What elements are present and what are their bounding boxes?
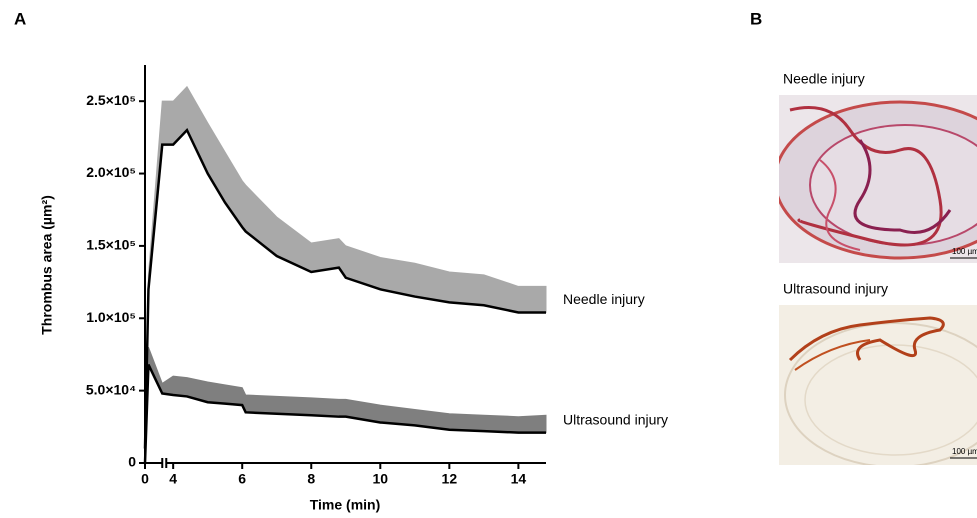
panel-label: B — [750, 9, 762, 28]
scale-bar-label: 100 µm — [952, 447, 977, 456]
image-title: Needle injury — [783, 71, 865, 87]
y-tick-label: 5.0×10⁴ — [86, 381, 136, 397]
x-tick-label: 4 — [169, 471, 177, 487]
x-tick-label: 10 — [373, 471, 389, 487]
x-tick-label: 12 — [442, 471, 458, 487]
y-tick-label: 2.5×10⁵ — [86, 92, 136, 108]
x-tick-label: 6 — [238, 471, 246, 487]
histology-image: 100 µm — [779, 305, 977, 465]
histology-image: 100 µm — [779, 95, 977, 263]
panel-label: A — [14, 9, 26, 28]
series-label: Ultrasound injury — [563, 411, 668, 427]
scale-bar-label: 100 µm — [952, 247, 977, 256]
image-title: Ultrasound injury — [783, 281, 888, 297]
x-tick-label: 0 — [141, 471, 149, 487]
error-band — [144, 347, 547, 464]
x-axis-label: Time (min) — [310, 497, 381, 513]
y-tick-label: 0 — [128, 454, 136, 470]
x-tick-label: 14 — [511, 471, 527, 487]
y-tick-label: 1.5×10⁵ — [86, 237, 136, 253]
series-label: Needle injury — [563, 291, 645, 307]
line — [143, 364, 546, 464]
line — [143, 127, 546, 449]
y-tick-label: 2.0×10⁵ — [86, 164, 136, 180]
y-axis-label: Thrombus area (µm²) — [39, 195, 55, 335]
x-tick-label: 8 — [307, 471, 315, 487]
y-tick-label: 1.0×10⁵ — [86, 309, 136, 325]
